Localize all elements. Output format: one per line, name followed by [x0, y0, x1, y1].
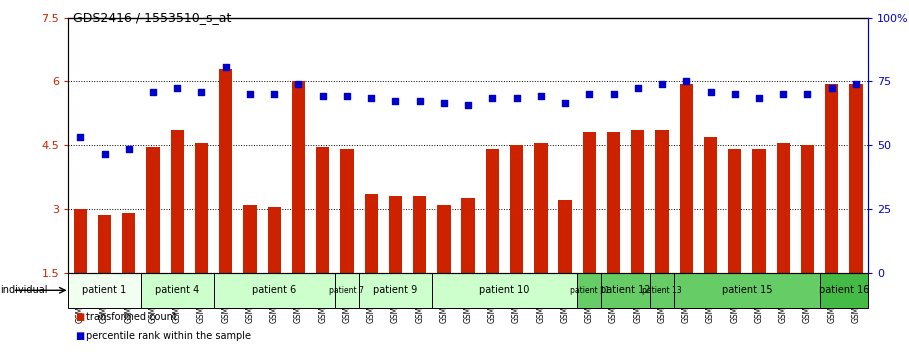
Text: patient 12: patient 12: [601, 285, 651, 295]
Bar: [820, 273, 868, 308]
Bar: [74, 209, 87, 273]
Text: patient 9: patient 9: [374, 285, 417, 295]
Point: [195, 89, 209, 95]
Point: [388, 98, 403, 103]
Bar: [510, 145, 524, 273]
Point: [654, 81, 669, 86]
Point: [824, 85, 839, 91]
Bar: [534, 143, 547, 273]
Bar: [577, 273, 602, 308]
Bar: [98, 215, 111, 273]
Point: [558, 100, 573, 105]
Bar: [462, 198, 474, 273]
Bar: [704, 137, 717, 273]
Text: percentile rank within the sample: percentile rank within the sample: [86, 331, 252, 341]
Bar: [244, 205, 256, 273]
Bar: [413, 196, 426, 273]
Point: [582, 91, 596, 97]
Bar: [485, 149, 499, 273]
Bar: [728, 149, 742, 273]
Point: [679, 79, 694, 84]
Bar: [171, 130, 184, 273]
Point: [291, 81, 305, 86]
Text: patient 7: patient 7: [329, 286, 365, 295]
Bar: [437, 205, 451, 273]
Bar: [219, 69, 233, 273]
Bar: [316, 147, 329, 273]
Point: [97, 151, 112, 156]
Bar: [122, 213, 135, 273]
Point: [315, 93, 330, 99]
Bar: [607, 132, 620, 273]
Text: patient 11: patient 11: [570, 286, 609, 295]
Point: [631, 85, 645, 91]
Bar: [359, 273, 432, 308]
Text: patient 13: patient 13: [643, 286, 682, 295]
Point: [776, 91, 791, 97]
Text: patient 10: patient 10: [479, 285, 530, 295]
Point: [534, 93, 548, 99]
Text: patient 15: patient 15: [722, 285, 772, 295]
Text: individual: individual: [0, 285, 47, 295]
Text: patient 1: patient 1: [83, 285, 126, 295]
Bar: [655, 130, 669, 273]
Point: [73, 134, 87, 139]
Bar: [195, 143, 208, 273]
Bar: [292, 81, 305, 273]
Point: [340, 93, 355, 99]
Point: [243, 91, 257, 97]
Bar: [583, 132, 596, 273]
Point: [485, 96, 500, 101]
Text: transformed count: transformed count: [86, 312, 177, 321]
Point: [461, 102, 475, 108]
Text: patient 16: patient 16: [819, 285, 869, 295]
Bar: [146, 147, 160, 273]
Bar: [776, 143, 790, 273]
Bar: [602, 273, 650, 308]
Bar: [849, 84, 863, 273]
Point: [849, 81, 864, 86]
Point: [606, 91, 621, 97]
Bar: [365, 194, 378, 273]
Bar: [214, 273, 335, 308]
Point: [752, 96, 766, 101]
Point: [509, 96, 524, 101]
Bar: [825, 84, 838, 273]
Bar: [680, 84, 693, 273]
Bar: [801, 145, 814, 273]
Bar: [389, 196, 402, 273]
Bar: [650, 273, 674, 308]
Text: ■: ■: [75, 312, 85, 321]
Bar: [674, 273, 820, 308]
Bar: [753, 149, 765, 273]
Point: [145, 89, 160, 95]
Bar: [631, 130, 644, 273]
Point: [704, 89, 718, 95]
Point: [267, 91, 282, 97]
Point: [364, 96, 378, 101]
Bar: [141, 273, 214, 308]
Text: GDS2416 / 1553510_s_at: GDS2416 / 1553510_s_at: [73, 11, 231, 24]
Bar: [335, 273, 359, 308]
Bar: [68, 273, 141, 308]
Bar: [267, 207, 281, 273]
Point: [170, 85, 185, 91]
Point: [727, 91, 742, 97]
Text: ■: ■: [75, 331, 85, 341]
Point: [122, 147, 136, 152]
Text: patient 6: patient 6: [252, 285, 296, 295]
Bar: [558, 200, 572, 273]
Point: [413, 98, 427, 103]
Point: [218, 64, 233, 69]
Point: [436, 100, 451, 105]
Bar: [432, 273, 577, 308]
Point: [800, 91, 814, 97]
Text: patient 4: patient 4: [155, 285, 199, 295]
Bar: [340, 149, 354, 273]
